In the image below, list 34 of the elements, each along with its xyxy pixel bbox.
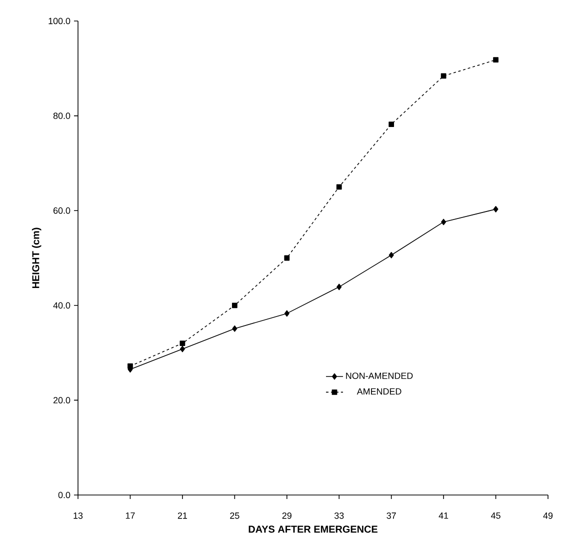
x-tick-label: 21 <box>178 512 187 519</box>
point <box>441 218 446 226</box>
point <box>336 284 342 290</box>
point <box>180 346 185 352</box>
y-tick-label: 60.0 <box>53 207 70 214</box>
x-tick-label: 29 <box>282 512 292 519</box>
y-tick-label: 80.0 <box>53 112 70 119</box>
x-tick-label: 25 <box>230 512 240 519</box>
point <box>493 57 498 63</box>
point <box>493 206 498 212</box>
y-tick-label: 40.0 <box>53 302 70 309</box>
point <box>232 325 238 332</box>
point <box>180 340 186 346</box>
point <box>128 363 133 369</box>
x-tick-label: 49 <box>543 512 553 519</box>
y-tick-label: 20.0 <box>53 397 70 404</box>
x-tick-label: 17 <box>126 512 135 519</box>
legend-label: AMENDED <box>356 388 402 395</box>
point <box>284 255 290 261</box>
y-axis-title: HEIGHT (cm) <box>32 228 42 288</box>
legend-label: NON-AMENDED <box>346 372 413 379</box>
point <box>232 302 238 308</box>
x-tick-label: 41 <box>438 512 448 519</box>
point <box>388 252 394 258</box>
x-tick-label: 45 <box>490 512 500 519</box>
x-tick-label: 37 <box>386 512 396 519</box>
point <box>284 310 290 317</box>
x-tick-label: 33 <box>334 512 344 519</box>
y-tick-label: 100.0 <box>48 18 70 24</box>
x-axis-title: DAYS AFTER EMERGENCE <box>248 526 378 533</box>
point <box>336 184 342 190</box>
y-tick-label: 0.0 <box>58 492 70 498</box>
point <box>388 122 394 128</box>
x-tick-label: 13 <box>74 512 83 519</box>
